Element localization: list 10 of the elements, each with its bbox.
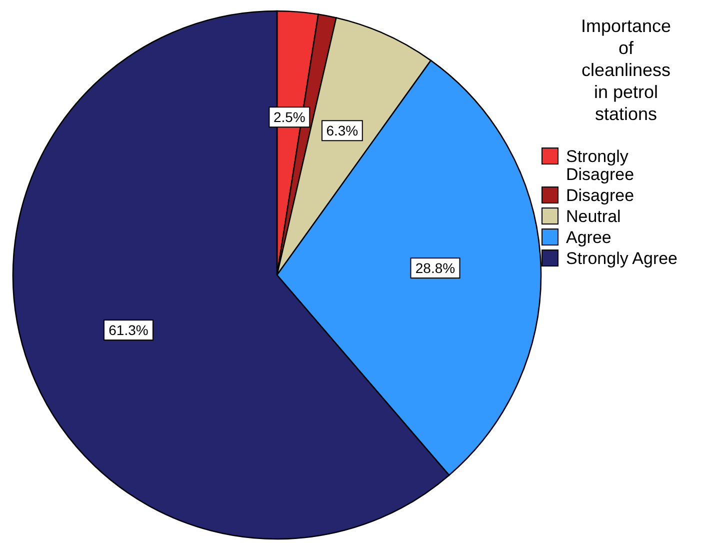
data-label: 61.3% [108,322,148,338]
data-label: 28.8% [415,260,456,276]
legend-label: Strongly Agree [566,249,678,268]
legend-label: Agree [566,228,612,247]
legend-label: Strongly Disagree [566,147,634,184]
legend-title: Importance of cleanliness in petrol stations [580,16,672,124]
legend-label: Neutral [566,207,621,226]
data-label: 6.3% [326,122,358,139]
data-label: 2.5% [273,109,306,126]
legend-label: Disagree [566,186,634,205]
